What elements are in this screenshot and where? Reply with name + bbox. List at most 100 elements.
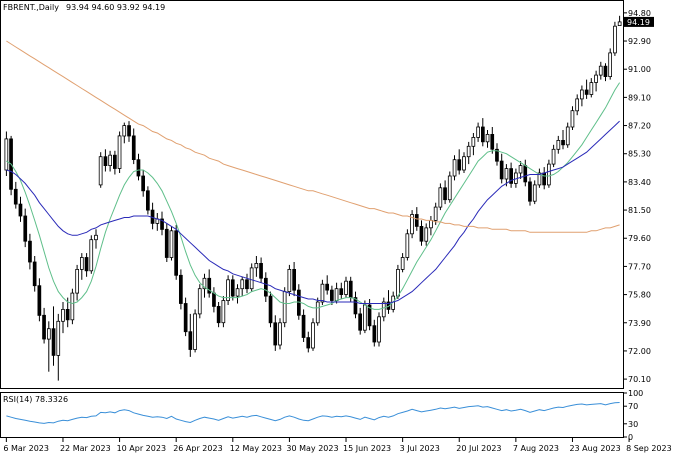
candle-body xyxy=(61,308,65,322)
candle-body xyxy=(424,227,429,242)
y-tick-label: 89.10 xyxy=(628,93,651,102)
candle xyxy=(254,256,259,277)
candle-body xyxy=(122,125,127,137)
candle xyxy=(263,272,268,302)
candle xyxy=(4,131,9,176)
candle xyxy=(447,171,452,203)
candle-body xyxy=(547,163,551,186)
candle xyxy=(528,177,532,206)
candle xyxy=(70,288,75,325)
candle xyxy=(518,161,523,179)
candle xyxy=(174,224,178,280)
candle-body xyxy=(381,301,386,318)
candle xyxy=(452,155,457,181)
candle-body xyxy=(240,279,245,290)
candle xyxy=(410,210,414,239)
candle xyxy=(594,70,598,92)
candle-body xyxy=(532,184,537,202)
x-tick-label: 12 May 2023 xyxy=(230,444,282,453)
candle xyxy=(235,284,240,304)
rsi-line xyxy=(6,402,620,424)
candle xyxy=(61,302,65,334)
candle-body xyxy=(462,156,466,171)
candle-body xyxy=(334,288,339,302)
candle-body xyxy=(292,268,297,291)
chart-symbol-label: FBRENT.,Daily xyxy=(3,3,59,12)
candle-body xyxy=(273,322,278,346)
candle xyxy=(108,150,112,172)
candle xyxy=(75,264,79,301)
candle xyxy=(32,256,37,292)
candle-body xyxy=(438,187,443,208)
candle xyxy=(367,299,372,331)
candle xyxy=(419,220,424,246)
candle-body xyxy=(400,257,405,270)
candle-body xyxy=(183,303,188,333)
candle xyxy=(547,159,551,188)
candle-body xyxy=(523,165,528,183)
y-tick-label: 81.50 xyxy=(628,206,651,215)
candle-body xyxy=(207,277,212,294)
ma-fast-line xyxy=(6,82,621,310)
candle-body xyxy=(178,274,183,304)
candle-body xyxy=(594,74,598,83)
candle xyxy=(438,183,443,211)
candle-body xyxy=(617,21,622,26)
candle-body xyxy=(499,160,504,180)
candle xyxy=(117,131,122,173)
candle xyxy=(315,297,320,326)
candle-body xyxy=(315,301,320,324)
candle xyxy=(381,297,386,322)
candle-body xyxy=(570,110,575,128)
candle xyxy=(584,79,589,99)
candle-body xyxy=(28,240,32,263)
candles-group xyxy=(4,15,622,381)
candle xyxy=(169,226,174,261)
candle-body xyxy=(75,268,79,294)
y-tick-label: 91.00 xyxy=(628,65,651,74)
candle xyxy=(18,196,23,222)
candle xyxy=(575,94,580,116)
candle-body xyxy=(306,337,311,349)
candle xyxy=(136,153,141,181)
y-tick-label: 83.40 xyxy=(628,178,651,187)
candle-body xyxy=(103,156,108,166)
y-tick-label: 92.90 xyxy=(628,37,651,46)
candle-body xyxy=(377,316,381,343)
candle xyxy=(51,306,56,366)
candle-body xyxy=(372,325,377,343)
candle xyxy=(617,15,622,26)
candle-body xyxy=(480,126,485,143)
y-tick-label: 87.20 xyxy=(628,122,651,131)
candle-body xyxy=(174,230,178,276)
candle xyxy=(273,315,278,351)
candle-body xyxy=(145,190,150,211)
candle-body xyxy=(452,159,457,177)
candle-body xyxy=(51,328,56,356)
candle-body xyxy=(108,154,112,166)
candle xyxy=(311,318,315,351)
candle-body xyxy=(160,218,164,230)
candle-body xyxy=(249,267,254,290)
candle-body xyxy=(221,300,226,324)
candle-body xyxy=(504,168,509,180)
candle xyxy=(292,262,297,297)
candle-body xyxy=(495,148,499,162)
rsi-tick-label: 70 xyxy=(628,402,638,411)
candle-body xyxy=(212,292,216,307)
candle-body xyxy=(127,125,131,137)
candle xyxy=(145,186,150,215)
candle xyxy=(476,122,481,142)
y-tick-label: 77.70 xyxy=(628,262,651,271)
candle-body xyxy=(542,172,547,186)
candle xyxy=(42,307,46,344)
candle-body xyxy=(141,175,145,192)
candle xyxy=(80,253,84,280)
x-tick-label: 10 Apr 2023 xyxy=(117,444,166,453)
candle xyxy=(37,278,42,322)
candle-body xyxy=(23,215,28,242)
candle xyxy=(178,269,183,310)
candle xyxy=(164,223,169,262)
candle xyxy=(249,263,254,292)
